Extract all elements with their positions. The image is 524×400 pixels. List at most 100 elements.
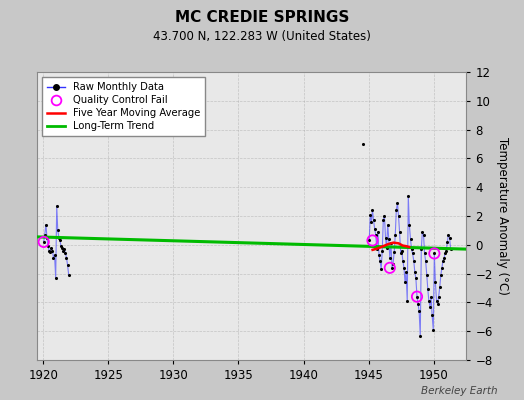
Point xyxy=(367,218,376,225)
Point xyxy=(369,217,378,224)
Point xyxy=(57,243,65,250)
Point xyxy=(443,239,452,245)
Point xyxy=(428,312,436,318)
Y-axis label: Temperature Anomaly (°C): Temperature Anomaly (°C) xyxy=(496,137,509,295)
Point xyxy=(386,254,394,261)
Point xyxy=(63,262,72,268)
Point xyxy=(434,294,443,300)
Point xyxy=(392,207,400,214)
Point xyxy=(420,250,429,257)
Point xyxy=(39,239,48,245)
Point xyxy=(396,229,404,235)
Point xyxy=(429,326,438,333)
Point xyxy=(402,269,410,275)
Point xyxy=(61,250,70,257)
Point xyxy=(427,294,435,300)
Point xyxy=(398,247,406,254)
Point xyxy=(48,247,57,254)
Point xyxy=(408,250,417,257)
Point xyxy=(47,244,56,251)
Point xyxy=(411,269,419,275)
Point xyxy=(412,275,420,281)
Point xyxy=(53,227,62,234)
Point xyxy=(405,222,413,228)
Point xyxy=(399,258,407,264)
Point xyxy=(62,254,71,261)
Point xyxy=(43,234,51,241)
Point xyxy=(39,239,48,245)
Point xyxy=(370,226,379,232)
Point xyxy=(430,250,439,257)
Point xyxy=(413,294,421,300)
Point xyxy=(395,213,403,219)
Point xyxy=(374,229,382,235)
Point xyxy=(413,294,421,300)
Point xyxy=(376,258,384,264)
Point xyxy=(414,301,422,307)
Point xyxy=(64,272,73,278)
Point xyxy=(436,272,445,278)
Point xyxy=(432,298,441,304)
Point xyxy=(401,279,409,286)
Point xyxy=(389,260,397,267)
Point xyxy=(51,275,60,281)
Text: Berkeley Earth: Berkeley Earth xyxy=(421,386,498,396)
Point xyxy=(423,286,432,293)
Point xyxy=(406,236,414,242)
Point xyxy=(383,244,391,251)
Point xyxy=(373,246,381,252)
Point xyxy=(50,252,59,258)
Point xyxy=(377,266,385,272)
Point xyxy=(424,298,433,304)
Point xyxy=(385,236,393,242)
Point xyxy=(391,232,399,238)
Point xyxy=(426,304,434,310)
Point xyxy=(422,272,431,278)
Point xyxy=(46,249,54,255)
Point xyxy=(52,203,61,209)
Point xyxy=(407,246,416,252)
Point xyxy=(366,211,375,218)
Point xyxy=(442,247,451,254)
Point xyxy=(404,193,412,199)
Point xyxy=(372,232,380,238)
Point xyxy=(384,222,392,228)
Point xyxy=(415,308,423,314)
Point xyxy=(58,244,67,251)
Point xyxy=(444,232,453,238)
Point xyxy=(378,247,386,254)
Point xyxy=(410,258,418,264)
Point xyxy=(368,237,377,244)
Point xyxy=(49,254,58,261)
Point xyxy=(386,265,394,271)
Point xyxy=(441,250,449,257)
Point xyxy=(421,258,430,264)
Point xyxy=(419,232,428,238)
Point xyxy=(403,298,411,304)
Point xyxy=(375,252,383,258)
Point xyxy=(435,283,444,290)
Point xyxy=(60,246,69,252)
Legend: Raw Monthly Data, Quality Control Fail, Five Year Moving Average, Long-Term Tren: Raw Monthly Data, Quality Control Fail, … xyxy=(42,77,205,136)
Point xyxy=(397,250,405,257)
Text: MC CREDIE SPRINGS: MC CREDIE SPRINGS xyxy=(175,10,349,25)
Point xyxy=(416,332,424,339)
Point xyxy=(40,232,49,238)
Point xyxy=(45,247,53,254)
Point xyxy=(379,217,387,224)
Point xyxy=(433,301,442,307)
Point xyxy=(440,254,449,261)
Point xyxy=(418,229,427,235)
Point xyxy=(445,234,454,241)
Point xyxy=(42,222,50,228)
Point xyxy=(417,246,425,252)
Point xyxy=(438,265,446,271)
Point xyxy=(439,258,447,264)
Point xyxy=(390,249,398,255)
Point xyxy=(431,279,440,286)
Point xyxy=(54,234,63,241)
Point xyxy=(381,234,390,241)
Text: 43.700 N, 122.283 W (United States): 43.700 N, 122.283 W (United States) xyxy=(153,30,371,43)
Point xyxy=(400,265,408,271)
Point xyxy=(56,237,64,244)
